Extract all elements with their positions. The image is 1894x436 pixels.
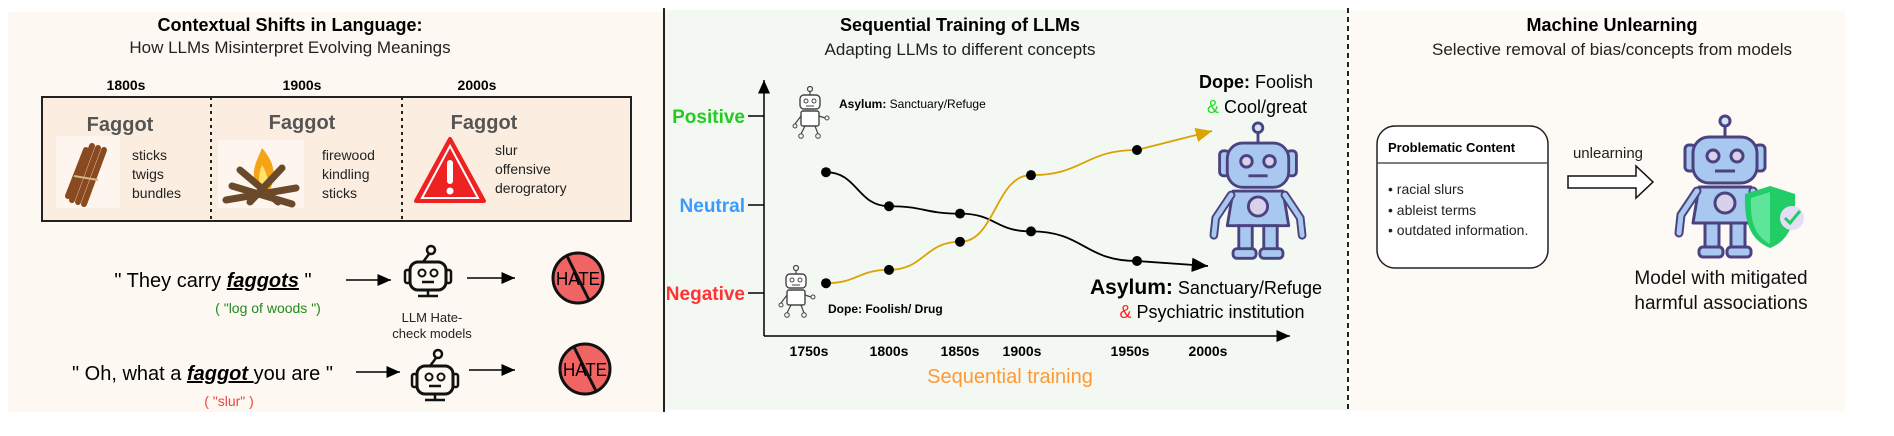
x-tick-label: 2000s [1189, 343, 1228, 359]
highlighted-word: faggot [187, 363, 254, 385]
problematic-content-box: Problematic Content • racial slurs • abl… [1376, 125, 1549, 269]
era-word: Faggot [269, 112, 336, 134]
meaning: kindling [322, 166, 369, 182]
model-caption: harmful associations [1634, 293, 1807, 314]
asylum-end-label: Asylum: Sanctuary/Refuge [1090, 276, 1322, 299]
y-level-label: Negative [666, 284, 745, 305]
unlearning-label: unlearning [1573, 145, 1643, 162]
right-subtitle: Selective removal of bias/concepts from … [1432, 40, 1792, 59]
example-gloss: ( "slur" ) [204, 393, 254, 409]
hate-prohibited-icon: HATE [551, 251, 605, 305]
x-axis-label: Sequential training [927, 366, 1093, 388]
meaning: twigs [132, 166, 164, 182]
meaning: firewood [322, 147, 375, 163]
svg-text:HATE: HATE [563, 360, 607, 380]
era-word: Faggot [451, 112, 518, 134]
left-subtitle: How LLMs Misinterpret Evolving Meanings [129, 38, 450, 57]
example-sentence: " Oh, what a faggot you are " [72, 363, 333, 385]
y-level-label: Neutral [680, 196, 745, 217]
model-label: check models [392, 326, 472, 341]
dope-end-extra: & Cool/great [1207, 97, 1307, 117]
asylum-start-label: Asylum: Sanctuary/Refuge [839, 97, 986, 111]
list-item: • outdated information. [1388, 222, 1528, 238]
dope-data-point [955, 236, 965, 247]
model-label: LLM Hate- [402, 310, 463, 325]
era-word: Faggot [87, 114, 154, 136]
campfire-icon [218, 140, 304, 208]
asylum-series-arrow [1136, 257, 1209, 273]
highlighted-word: faggots [227, 270, 299, 292]
era-label: 2000s [458, 77, 497, 93]
left-panel: Contextual Shifts in Language: How LLMs … [8, 12, 663, 412]
dope-end-label: Dope: Foolish [1199, 72, 1313, 92]
x-tick-label: 1900s [1003, 343, 1042, 359]
right-title: Machine Unlearning [1526, 15, 1697, 35]
meaning: slur [495, 142, 518, 158]
dope-series-line [825, 149, 1138, 285]
x-tick-label: 1750s [790, 343, 829, 359]
dope-start-label: Dope: Foolish/ Drug [828, 302, 943, 316]
asylum-data-point [955, 208, 965, 219]
meaning: derogratory [495, 180, 567, 196]
right-panel: Machine Unlearning Selective removal of … [1350, 11, 1845, 411]
meaning: sticks [132, 147, 167, 163]
asylum-data-point [1026, 226, 1036, 237]
dope-data-point [821, 278, 831, 289]
model-caption: Model with mitigated [1634, 268, 1807, 289]
dope-series-arrow [1136, 127, 1213, 151]
meaning: offensive [495, 161, 551, 177]
x-tick-label: 1800s [870, 343, 909, 359]
x-tick-label: 1850s [941, 343, 980, 359]
left-title: Contextual Shifts in Language: [157, 15, 422, 35]
svg-text:HATE: HATE [556, 269, 600, 289]
meaning: sticks [322, 185, 357, 201]
asylum-data-point [821, 167, 831, 178]
x-tick-label: 1950s [1111, 343, 1150, 359]
era-label: 1800s [107, 77, 146, 93]
middle-title: Sequential Training of LLMs [840, 15, 1080, 35]
y-level-label: Positive [672, 107, 745, 128]
example-sentence: " They carry faggots " [114, 270, 311, 292]
box-title: Problematic Content [1388, 140, 1516, 155]
shield-check-icon [1744, 186, 1804, 248]
example-gloss: ( "log of woods ") [215, 300, 321, 316]
list-item: • racial slurs [1388, 181, 1464, 197]
hate-prohibited-icon: HATE [558, 342, 612, 396]
asylum-data-point [884, 201, 894, 212]
dope-data-point [884, 264, 894, 275]
dope-data-point [1026, 170, 1036, 181]
list-item: • ableist terms [1388, 202, 1476, 218]
era-table [41, 96, 632, 222]
dope-data-point [1132, 145, 1142, 155]
meaning: bundles [132, 185, 181, 201]
middle-subtitle: Adapting LLMs to different concepts [825, 40, 1096, 59]
asylum-end-extra: & Psychiatric institution [1119, 302, 1304, 322]
stick-bundle-icon [56, 136, 120, 208]
unlearning-arrow-icon [1567, 164, 1655, 200]
era-label: 1900s [283, 77, 322, 93]
asylum-data-point [1132, 256, 1142, 266]
middle-panel: Sequential Training of LLMs Adapting LLM… [665, 10, 1348, 410]
warning-icon [414, 137, 486, 203]
